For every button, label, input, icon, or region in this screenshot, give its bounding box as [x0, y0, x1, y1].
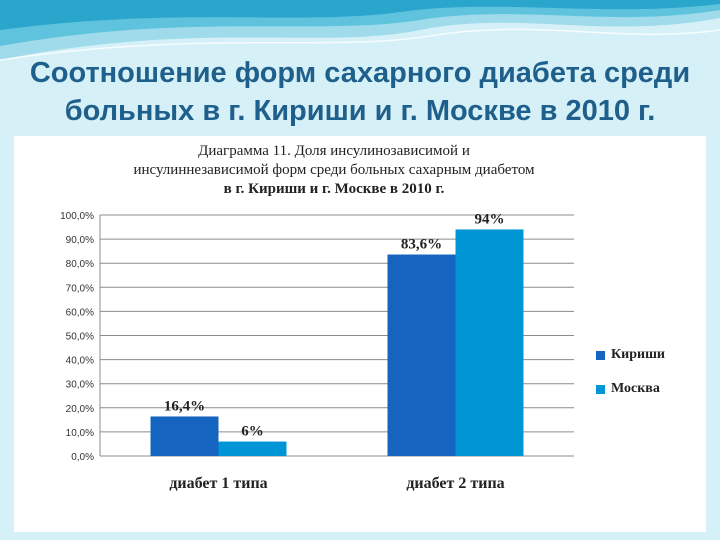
decorative-wave-band [0, 0, 720, 61]
chart-legend: Кириши Москва [596, 338, 696, 406]
bar [455, 229, 524, 456]
slide-title: Соотношение форм сахарного диабета среди… [0, 54, 720, 130]
y-tick-label: 0,0% [71, 452, 94, 463]
legend-swatch-kirishi [596, 350, 605, 360]
chart-title-line-3: в г. Кириши и г. Москве в 2010 г. [223, 181, 445, 197]
chart-panel: Диаграмма 11. Доля инсулинозависимой и и… [14, 136, 706, 532]
slide-title-line-2: больных в г. Кириши и г. Москве в 2010 г… [64, 95, 656, 127]
data-label: 6% [241, 424, 264, 440]
legend-label-moscow: Москва [611, 381, 660, 396]
bar [387, 254, 456, 456]
y-tick-label: 40,0% [66, 356, 94, 367]
y-tick-label: 80,0% [66, 259, 94, 270]
legend-item-moscow: Москва [596, 372, 696, 406]
data-label: 94% [475, 211, 505, 227]
x-category-label: диабет 1 типа [169, 475, 267, 492]
y-tick-label: 30,0% [66, 380, 94, 391]
bar [150, 416, 219, 456]
x-category-label: диабет 2 типа [406, 475, 504, 492]
slide-title-line-1: Соотношение форм сахарного диабета среди [29, 57, 691, 89]
data-label: 16,4% [164, 398, 205, 414]
chart-title: Диаграмма 11. Доля инсулинозависимой и и… [114, 142, 554, 199]
y-tick-label: 50,0% [66, 332, 94, 343]
chart-title-line-2: инсулиннезависимой форм среди больных са… [133, 162, 535, 178]
bar-chart: 0,0% 10,0% 20,0% 30,0% 40,0% 50,0% 60,0% 70,0% 8… [60, 211, 574, 492]
y-tick-label: 70,0% [66, 283, 94, 294]
bar [218, 441, 287, 456]
legend-swatch-moscow [596, 384, 605, 394]
y-tick-label: 60,0% [66, 307, 94, 318]
data-label: 83,6% [401, 237, 442, 253]
chart-title-line-1: Диаграмма 11. Доля инсулинозависимой и [198, 143, 470, 159]
y-tick-label: 10,0% [66, 428, 94, 439]
y-tick-label: 100,0% [60, 211, 94, 222]
y-tick-label: 20,0% [66, 404, 94, 415]
y-tick-label: 90,0% [66, 235, 94, 246]
legend-item-kirishi: Кириши [596, 338, 696, 372]
legend-label-kirishi: Кириши [611, 347, 665, 362]
